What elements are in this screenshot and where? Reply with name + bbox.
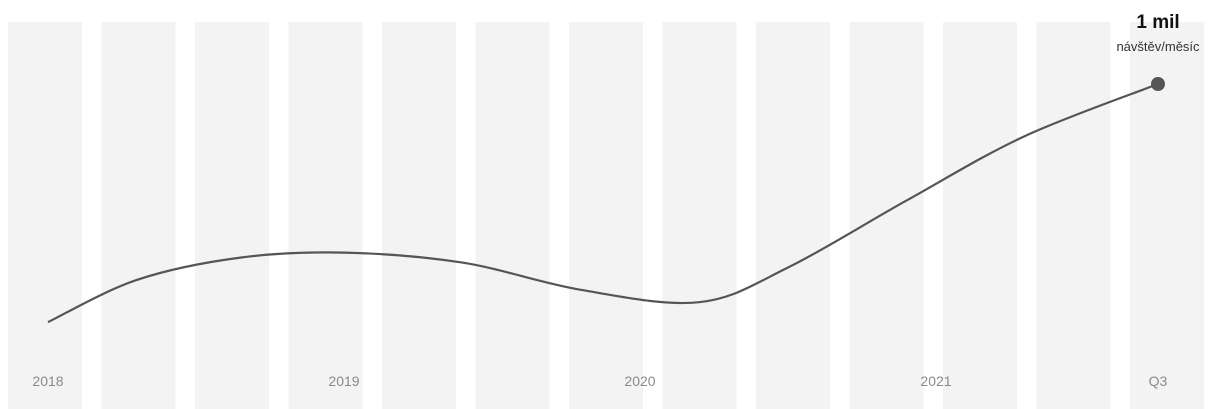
background-stripe <box>1130 22 1204 409</box>
background-stripes <box>8 22 1204 409</box>
background-stripe <box>849 22 924 409</box>
x-tick-label: 2019 <box>328 373 359 389</box>
series-line <box>47 82 1159 324</box>
x-tick-label: Q3 <box>1149 373 1168 389</box>
x-tick-label: 2021 <box>920 373 951 389</box>
background-stripe <box>8 22 82 409</box>
background-stripe <box>1036 22 1111 409</box>
background-stripe <box>662 22 737 409</box>
x-tick-label: 2020 <box>624 373 655 389</box>
background-stripe <box>569 22 643 409</box>
background-stripe <box>101 22 176 409</box>
background-stripe <box>475 22 550 409</box>
x-tick-label: 2018 <box>32 373 63 389</box>
background-stripe <box>943 22 1017 409</box>
background-stripe <box>288 22 363 409</box>
background-stripe <box>195 22 269 409</box>
x-axis-tick-labels: 2018 2019 2020 2021 Q3 <box>32 373 1167 389</box>
annotation-value: 1 mil <box>1136 12 1179 33</box>
background-stripe <box>382 22 456 409</box>
background-stripe <box>756 22 830 409</box>
end-point-marker <box>1151 77 1165 91</box>
annotation-unit: návštěv/měsíc <box>1116 39 1200 54</box>
